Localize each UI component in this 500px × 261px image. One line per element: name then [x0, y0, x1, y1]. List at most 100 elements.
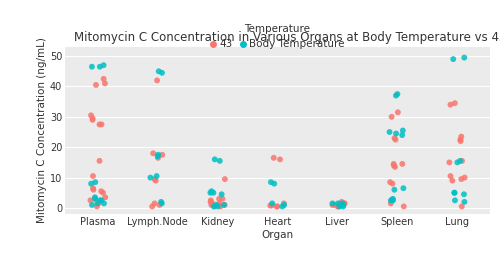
Point	[100, 201, 108, 205]
Point	[208, 189, 216, 193]
Point	[458, 177, 466, 181]
Point	[389, 198, 397, 203]
Point	[220, 203, 228, 207]
Point	[154, 156, 162, 160]
X-axis label: Organ: Organ	[262, 230, 294, 240]
Point	[460, 56, 468, 60]
Point	[334, 204, 342, 209]
Point	[390, 163, 398, 168]
Y-axis label: Mitomycin C Concentration (ng/mL): Mitomycin C Concentration (ng/mL)	[37, 38, 47, 223]
Point	[398, 133, 406, 137]
Point	[458, 159, 466, 163]
Point	[340, 201, 347, 205]
Point	[268, 201, 276, 205]
Point	[448, 179, 456, 183]
Point	[92, 83, 100, 87]
Point	[91, 197, 99, 201]
Point	[456, 139, 464, 143]
Point	[88, 118, 96, 122]
Point	[386, 130, 394, 134]
Point	[388, 182, 396, 186]
Point	[87, 182, 95, 186]
Point	[394, 110, 402, 114]
Point	[220, 203, 228, 207]
Point	[206, 200, 214, 204]
Point	[157, 200, 165, 204]
Point	[156, 203, 164, 207]
Point	[390, 162, 398, 166]
Point	[460, 192, 468, 196]
Point	[387, 201, 395, 205]
Point	[328, 203, 336, 207]
Point	[158, 153, 166, 157]
Point	[148, 204, 156, 209]
Point	[280, 201, 288, 205]
Point	[96, 198, 104, 203]
Point	[391, 165, 399, 169]
Point	[340, 201, 348, 205]
Point	[101, 195, 109, 199]
Point	[387, 198, 395, 203]
Point	[208, 201, 216, 205]
Point	[449, 57, 457, 61]
Point	[221, 177, 229, 181]
Point	[150, 177, 158, 181]
Point	[398, 162, 406, 166]
Text: Mitomycin C Concentration in Various Organs at Body Temperature vs 43°C: Mitomycin C Concentration in Various Org…	[74, 31, 500, 44]
Point	[94, 201, 102, 205]
Point	[450, 191, 458, 195]
Point	[339, 204, 347, 209]
Point	[96, 159, 104, 163]
Point	[460, 175, 468, 180]
Point	[328, 201, 336, 205]
Point	[98, 198, 106, 203]
Point	[212, 203, 220, 207]
Point	[334, 204, 342, 209]
Point	[98, 122, 106, 127]
Point	[216, 204, 224, 209]
Point	[218, 192, 226, 196]
Point	[336, 204, 344, 209]
Point	[88, 116, 96, 120]
Point	[154, 69, 162, 73]
Point	[458, 134, 466, 139]
Point	[86, 198, 94, 203]
Point	[388, 115, 396, 119]
Point	[456, 159, 464, 163]
Point	[158, 201, 166, 205]
Point	[267, 180, 275, 184]
Point	[338, 201, 346, 205]
Point	[90, 188, 98, 192]
Point	[207, 198, 215, 203]
Point	[154, 154, 162, 158]
Point	[100, 63, 108, 67]
Point	[392, 132, 400, 136]
Point	[451, 101, 459, 105]
Point	[214, 204, 222, 209]
Point	[338, 200, 345, 204]
Point	[216, 201, 224, 205]
Point	[210, 204, 218, 209]
Point	[270, 156, 278, 160]
Point	[399, 128, 407, 133]
Point	[96, 122, 104, 127]
Point	[446, 160, 454, 164]
Point	[89, 186, 97, 190]
Point	[89, 174, 97, 178]
Point	[456, 138, 464, 142]
Point	[390, 136, 398, 140]
Point	[92, 180, 100, 184]
Point	[335, 203, 343, 207]
Point	[216, 159, 224, 163]
Point	[99, 191, 107, 195]
Point	[340, 203, 347, 207]
Point	[88, 65, 96, 69]
Point	[88, 203, 96, 207]
Point	[274, 204, 281, 209]
Point	[446, 174, 454, 178]
Point	[96, 65, 104, 69]
Point	[458, 204, 466, 209]
Point	[454, 160, 462, 164]
Point	[154, 153, 162, 157]
Point	[340, 201, 348, 205]
